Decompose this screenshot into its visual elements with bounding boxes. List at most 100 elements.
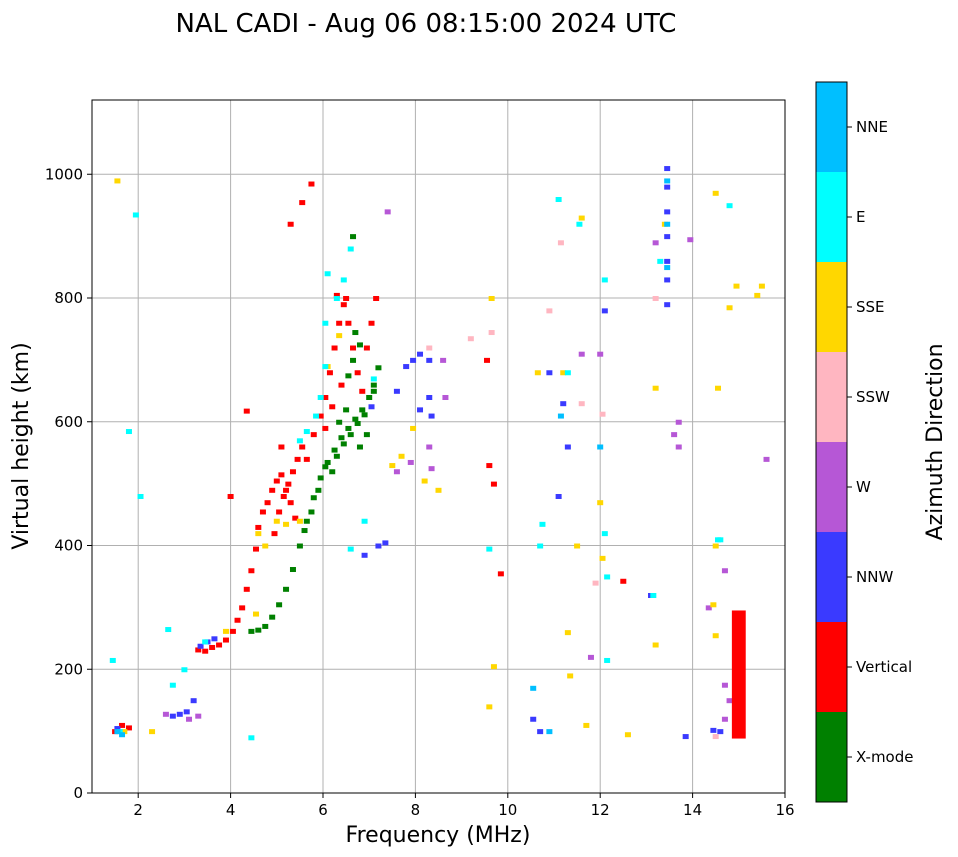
data-point-w <box>721 682 728 688</box>
data-point-w <box>384 209 391 215</box>
data-point-vertical <box>283 487 290 493</box>
data-point-nnw <box>169 713 176 719</box>
data-point-nnw <box>530 716 537 722</box>
data-point-nne <box>530 685 537 691</box>
data-point-vertical <box>287 500 294 506</box>
data-point-sse <box>712 633 719 639</box>
data-point-x-mode <box>324 459 331 465</box>
data-point-vertical <box>289 469 296 475</box>
colorbar-tick-label: NNW <box>856 568 893 586</box>
data-point-nnw <box>417 407 424 413</box>
data-point-vertical <box>343 296 350 301</box>
data-point-sse <box>149 729 156 735</box>
data-point-sse <box>578 215 585 221</box>
x-tick-label: 12 <box>591 801 610 819</box>
data-point-vertical <box>484 357 491 363</box>
data-point-x-mode <box>333 453 340 459</box>
data-point-vertical <box>363 345 370 351</box>
data-point-vertical <box>340 302 347 308</box>
data-point-e <box>601 531 608 537</box>
data-point-ssw <box>488 330 495 336</box>
data-point-vertical <box>620 578 627 584</box>
data-point-e <box>165 627 172 633</box>
data-point-sse <box>712 543 719 549</box>
data-point-vertical <box>234 617 241 623</box>
colorbar-segment <box>816 82 847 172</box>
data-point-e <box>604 574 611 580</box>
data-point-x-mode <box>255 627 262 633</box>
colorbar-tick-label: SSW <box>856 388 890 406</box>
y-tick-label: 400 <box>54 537 83 555</box>
data-point-x-mode <box>356 342 363 348</box>
data-point-x-mode <box>356 444 363 450</box>
data-point-e <box>576 221 583 227</box>
data-point-ssw <box>599 411 606 417</box>
data-point-ssw <box>426 345 433 351</box>
data-point-e <box>169 682 176 688</box>
y-tick-label: 0 <box>73 784 83 802</box>
data-point-x-mode <box>350 234 357 240</box>
data-point-vertical <box>329 404 336 410</box>
data-point-vertical <box>287 221 294 227</box>
data-point-w <box>726 698 733 704</box>
data-point-ssw <box>592 580 599 586</box>
data-point-x-mode <box>366 395 373 400</box>
data-point-nnw <box>664 302 671 308</box>
data-point-sse <box>710 602 717 608</box>
data-point-nne <box>597 444 604 450</box>
data-point-e <box>486 546 493 552</box>
data-point-vertical <box>269 487 276 493</box>
data-point-e <box>125 429 132 435</box>
data-point-vertical <box>119 722 126 728</box>
data-point-x-mode <box>363 432 370 438</box>
colorbar-tick-label: SSE <box>856 298 885 316</box>
data-point-nne <box>119 732 126 738</box>
data-point-nnw <box>560 401 567 407</box>
data-point-w <box>587 654 594 660</box>
data-point-x-mode <box>338 435 345 441</box>
data-point-vertical <box>227 494 234 499</box>
data-point-vertical <box>248 568 255 574</box>
data-point-sse <box>733 283 740 289</box>
data-point-e <box>539 521 546 527</box>
data-point-w <box>721 716 728 722</box>
data-point-sse <box>583 722 590 728</box>
data-point-sse <box>574 543 581 549</box>
data-point-sse <box>754 292 761 298</box>
data-point-e <box>202 639 209 645</box>
data-point-sse <box>652 642 659 648</box>
data-point-nne <box>114 729 121 735</box>
data-point-e <box>303 429 310 435</box>
x-tick-label: 10 <box>498 801 517 819</box>
data-point-w <box>597 351 604 357</box>
data-point-vertical <box>259 509 266 515</box>
data-point-x-mode <box>303 518 310 524</box>
data-point-e <box>322 364 329 370</box>
data-point-sse <box>398 453 405 459</box>
x-tick-label: 16 <box>775 801 794 819</box>
colorbar-tick-label: W <box>856 478 871 496</box>
data-point-e <box>347 546 354 552</box>
data-point-vertical <box>243 586 250 592</box>
data-point-x-mode <box>317 475 324 481</box>
data-point-nne <box>546 729 553 735</box>
data-point-vertical <box>273 478 280 484</box>
data-point-x-mode <box>269 614 276 620</box>
data-point-vertical <box>350 345 357 351</box>
data-point-e <box>347 246 354 252</box>
data-point-w <box>671 432 678 438</box>
colorbar-segment <box>816 532 847 622</box>
data-point-x-mode <box>359 407 366 413</box>
chart-title: NAL CADI - Aug 06 08:15:00 2024 UTC <box>176 9 677 39</box>
data-point-sse <box>273 518 280 524</box>
data-point-e <box>555 197 562 202</box>
data-point-e <box>726 203 733 209</box>
data-point-x-mode <box>343 407 350 413</box>
data-point-vertical <box>326 370 333 376</box>
colorbar-tick-label: X-mode <box>856 748 913 766</box>
x-tick-label: 4 <box>226 801 236 819</box>
colorbar-segment <box>816 172 847 262</box>
data-point-w <box>675 419 682 425</box>
data-point-ssw <box>546 308 553 314</box>
colorbar-segment <box>816 622 847 712</box>
